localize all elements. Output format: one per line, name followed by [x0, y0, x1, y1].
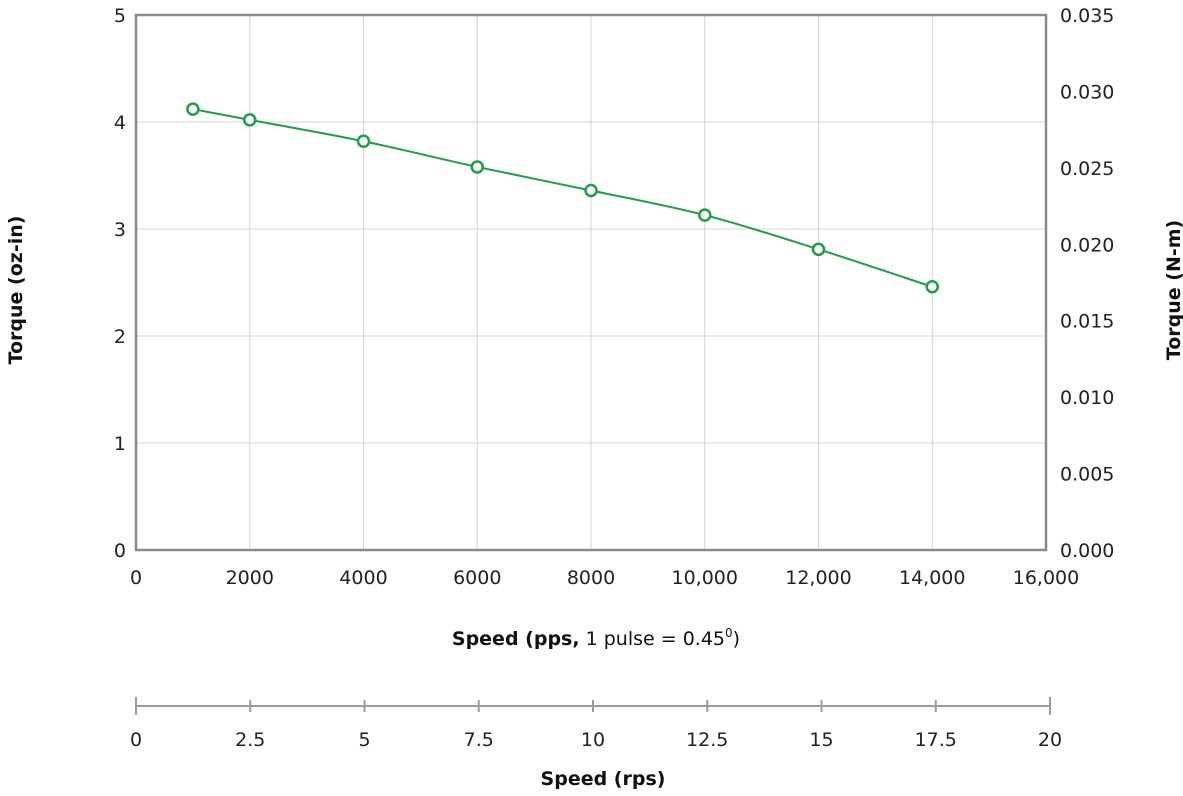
rps-tick-label: 15 [809, 729, 833, 751]
x-tick-label: 4000 [339, 567, 387, 589]
x-axis-title-sup: 0 [725, 626, 733, 640]
y2-tick-label: 0.020 [1060, 234, 1114, 256]
x-tick-label: 0 [130, 567, 142, 589]
data-point [925, 280, 939, 294]
rps-tick-label: 17.5 [915, 729, 957, 751]
rps-tick-label: 12.5 [686, 729, 728, 751]
gridlines [136, 15, 1046, 550]
data-point [584, 183, 598, 198]
rps-axis: 0 2.5 5 7.5 10 12.5 15 17.5 20 [130, 697, 1062, 751]
y2-tick-label: 0.025 [1060, 158, 1114, 180]
x-axis-title-rest: 1 pulse = 0.45 [580, 628, 725, 650]
x-tick-label: 8000 [567, 567, 615, 589]
data-point [186, 102, 200, 116]
rps-tick-label: 10 [581, 729, 605, 751]
x-axis-title-end: ) [733, 628, 740, 650]
rps-tick-label: 0 [130, 729, 142, 751]
y-tick-label: 2 [114, 326, 126, 348]
x-tick-labels: 0 2000 4000 6000 8000 10,000 12,000 14,000 16,00… [130, 567, 1079, 589]
x-axis-title: Speed (pps, 1 pulse = 0.450) [452, 626, 740, 650]
x-tick-label: 12,000 [785, 567, 851, 589]
rps-tick-label: 7.5 [464, 729, 494, 751]
series-line [192, 108, 933, 288]
data-point [243, 113, 257, 127]
y2-tick-label: 0.035 [1060, 5, 1114, 27]
x-tick-label: 14,000 [899, 567, 965, 589]
data-point [470, 160, 484, 174]
y2-tick-labels: 0.000 0.005 0.010 0.015 0.020 0.025 0.030 0.035 [1060, 5, 1114, 562]
x-tick-label: 2000 [226, 567, 274, 589]
data-point [811, 242, 826, 257]
y2-tick-label: 0.005 [1060, 464, 1114, 486]
y2-tick-label: 0.030 [1060, 81, 1114, 103]
x-tick-label: 16,000 [1013, 567, 1079, 589]
rps-tick-label: 2.5 [235, 729, 265, 751]
y-axis-title: Torque (oz-in) [5, 216, 27, 365]
plot-frame [134, 13, 1048, 552]
x-tick-label: 10,000 [672, 567, 738, 589]
rps-tick-label: 20 [1038, 729, 1062, 751]
y2-tick-label: 0.000 [1060, 540, 1114, 562]
data-point [356, 134, 371, 149]
y2-axis-title: Torque (N-m) [1163, 220, 1183, 360]
series-layer [186, 102, 939, 294]
rps-tick-label: 5 [358, 729, 370, 751]
data-point [698, 208, 712, 222]
y2-tick-label: 0.015 [1060, 311, 1114, 333]
y-tick-label: 0 [114, 540, 126, 562]
y-tick-label: 4 [114, 112, 126, 134]
y-tick-label: 5 [114, 5, 126, 27]
y-tick-labels: 0 1 2 3 4 5 [114, 5, 126, 562]
x-axis-title-bold: Speed (pps, [452, 628, 580, 650]
rps-axis-title: Speed (rps) [541, 768, 666, 790]
x-tick-label: 6000 [453, 567, 501, 589]
y-tick-label: 3 [114, 219, 126, 241]
y-tick-label: 1 [114, 433, 126, 455]
y2-tick-label: 0.010 [1060, 387, 1114, 409]
